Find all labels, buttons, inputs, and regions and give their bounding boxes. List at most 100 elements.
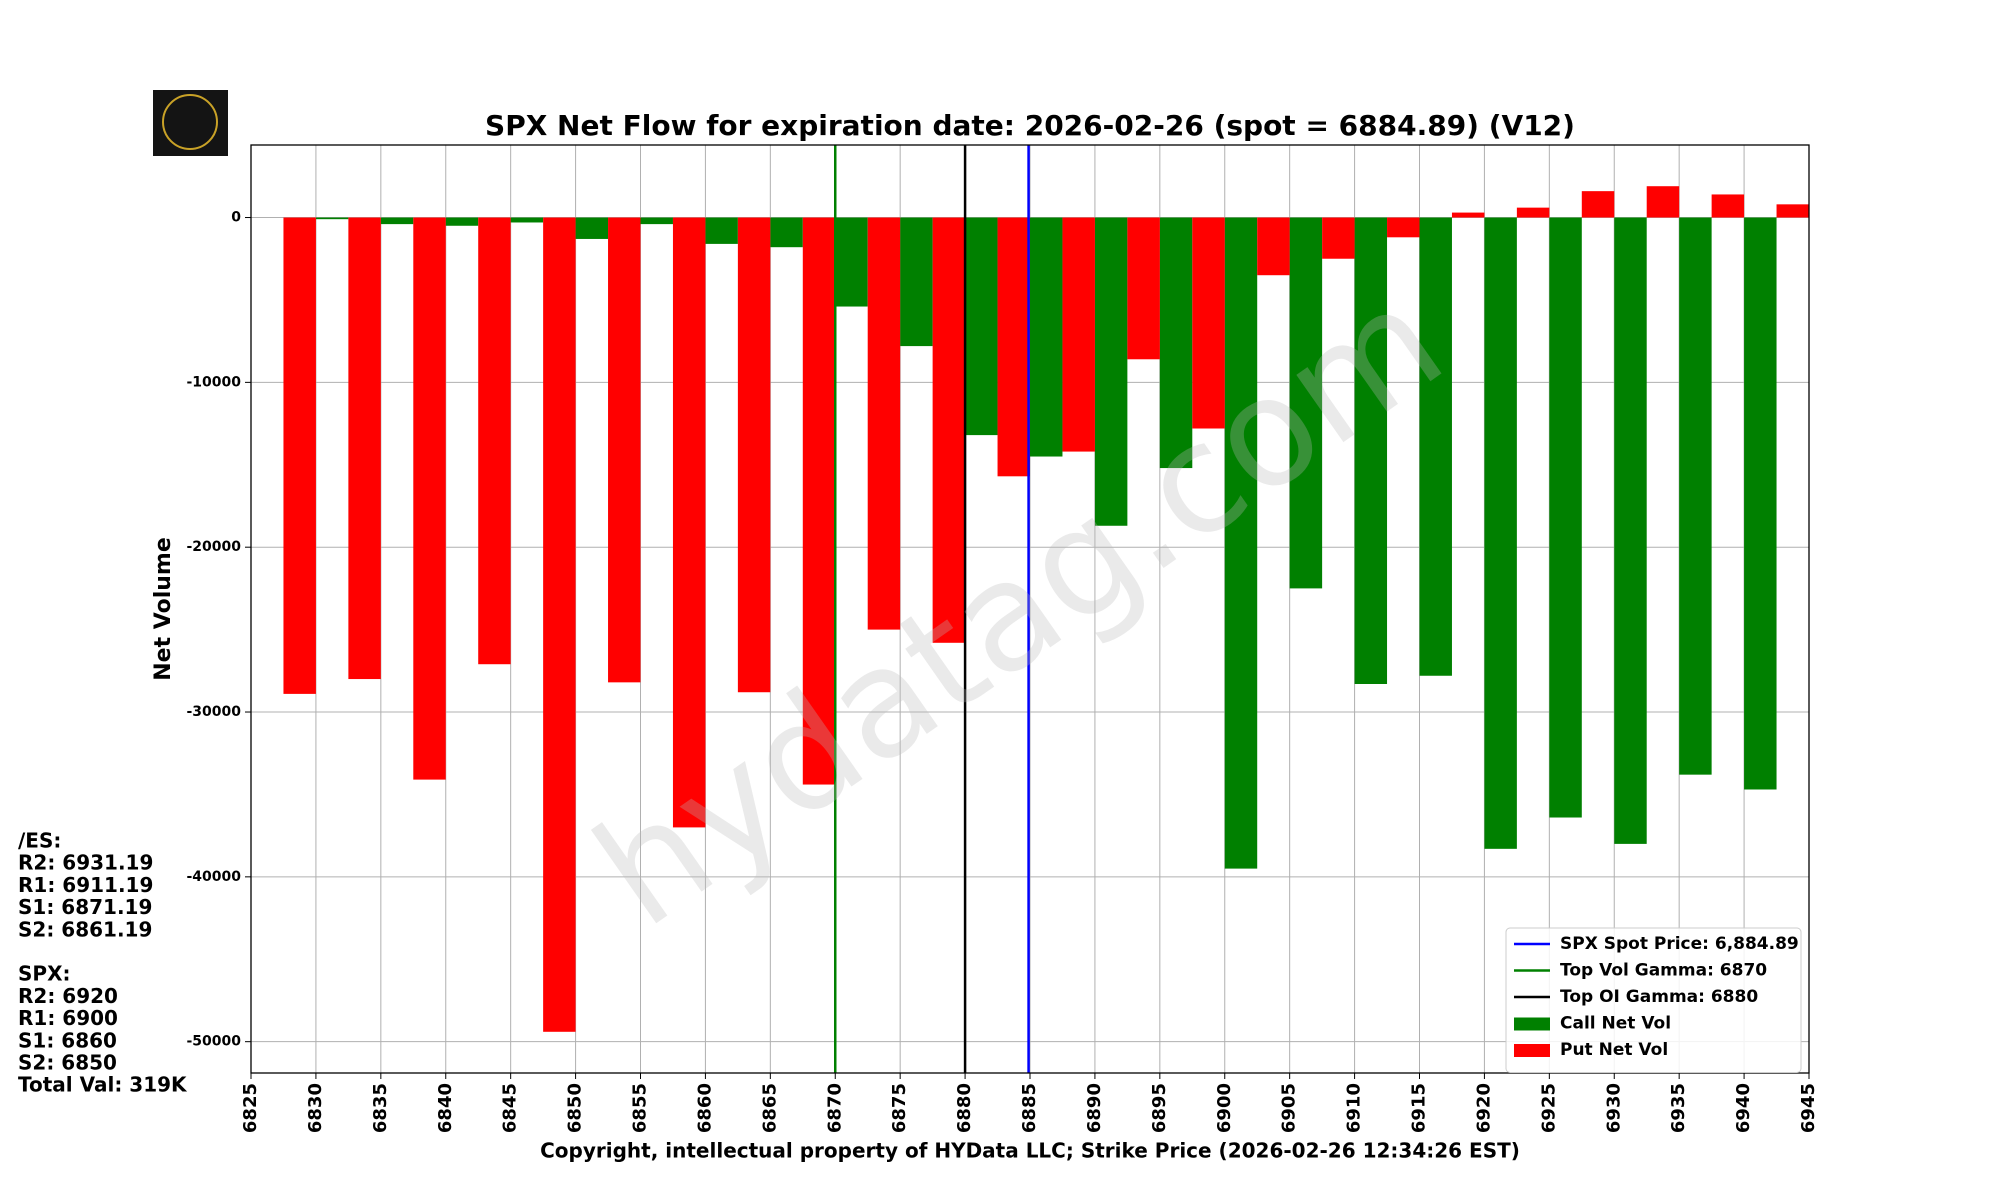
x-axis-label: Copyright, intellectual property of HYDa… <box>540 1139 1520 1163</box>
logo-ring <box>162 94 218 150</box>
bar <box>1030 217 1063 457</box>
bar <box>283 217 316 694</box>
x-tick-label: 6825 <box>240 1083 261 1133</box>
bar <box>802 217 836 785</box>
side-note: S2: 6850 <box>18 1051 117 1075</box>
bar <box>575 217 609 239</box>
legend-swatch <box>1514 1017 1550 1031</box>
bar <box>672 217 706 828</box>
chart-title: SPX Net Flow for expiration date: 2026-0… <box>485 109 1575 142</box>
x-tick-label: 6900 <box>1214 1083 1235 1133</box>
x-tick-label: 6835 <box>370 1083 391 1133</box>
bar <box>867 217 901 630</box>
x-tick-label: 6930 <box>1603 1083 1624 1133</box>
legend-box <box>1505 927 1802 1073</box>
x-tick-label: 6870 <box>824 1083 845 1133</box>
bar <box>1614 217 1647 844</box>
bar <box>1257 217 1290 276</box>
bar <box>1646 186 1680 218</box>
bar <box>1387 217 1420 238</box>
bar <box>1062 217 1095 452</box>
bar <box>478 217 511 665</box>
bar <box>1354 217 1388 684</box>
bar <box>770 217 803 248</box>
bar <box>1744 217 1777 790</box>
x-tick-label: 6920 <box>1473 1083 1494 1133</box>
x-tick-label: 6855 <box>630 1083 651 1133</box>
y-axis-label: Net Volume <box>151 537 176 681</box>
y-tick-label: -20000 <box>186 539 241 555</box>
y-tick-label: 0 <box>231 210 241 226</box>
logo <box>153 90 228 156</box>
bar <box>1094 217 1128 526</box>
bar <box>1484 217 1517 849</box>
bar <box>543 217 576 1032</box>
logo-box <box>153 90 228 156</box>
legend-label: Top OI Gamma: 6880 <box>1560 987 1758 1007</box>
x-tick-label: 6895 <box>1149 1083 1170 1133</box>
side-note: R2: 6931.19 <box>18 851 153 875</box>
x-tick-label: 6915 <box>1409 1083 1430 1133</box>
bar <box>1192 217 1225 429</box>
bar <box>1159 217 1193 469</box>
bar <box>1679 217 1712 775</box>
side-note: R1: 6900 <box>18 1006 118 1030</box>
legend-label: Top Vol Gamma: 6870 <box>1560 961 1767 981</box>
y-tick-label: -10000 <box>186 374 241 390</box>
side-note: R2: 6920 <box>18 984 118 1008</box>
x-tick-label: 6935 <box>1668 1083 1689 1133</box>
bar <box>1581 191 1615 218</box>
bar <box>608 217 641 683</box>
side-note: S1: 6860 <box>18 1028 117 1052</box>
legend-label: Call Net Vol <box>1560 1014 1671 1034</box>
bar <box>1711 194 1745 218</box>
bars <box>283 186 1809 1032</box>
legend-label: Put Net Vol <box>1560 1040 1668 1060</box>
legend: SPX Spot Price: 6,884.89 Top Vol Gamma: 6… <box>1505 927 1802 1073</box>
bar <box>380 217 414 225</box>
bar <box>640 217 673 225</box>
x-tick-label: 6880 <box>954 1083 975 1133</box>
bar <box>1224 217 1258 869</box>
side-note: S1: 6871.19 <box>18 895 152 919</box>
bar <box>932 217 966 643</box>
bar <box>1419 217 1452 676</box>
x-tick-label: 6850 <box>565 1083 586 1133</box>
x-tick-label: 6830 <box>305 1083 326 1133</box>
side-note: Total Val: 319K <box>18 1073 188 1097</box>
x-tick-label: 6845 <box>500 1083 521 1133</box>
y-tick-label: -40000 <box>186 869 241 885</box>
bar <box>737 217 771 693</box>
x-tick-label: 6875 <box>889 1083 910 1133</box>
side-note: /ES: <box>18 829 61 853</box>
x-tick-label: 6925 <box>1538 1083 1559 1133</box>
legend-label: SPX Spot Price: 6,884.89 <box>1560 934 1799 954</box>
x-tick-label: 6840 <box>435 1083 456 1133</box>
y-tick-label: -30000 <box>186 704 241 720</box>
bar <box>510 217 544 223</box>
y-tick-label: -50000 <box>186 1034 241 1050</box>
x-tick-label: 6865 <box>759 1083 780 1133</box>
bar <box>835 217 868 307</box>
bar <box>445 217 479 226</box>
x-tick-label: 6890 <box>1084 1083 1105 1133</box>
side-note: SPX: <box>18 962 70 986</box>
x-tick-label: 6860 <box>694 1083 715 1133</box>
bar <box>705 217 738 244</box>
vertical-lines <box>834 145 1030 1073</box>
bar <box>900 217 933 347</box>
bar <box>315 217 349 220</box>
bar <box>348 217 381 680</box>
bar <box>1322 217 1355 259</box>
x-tick-label: 6940 <box>1733 1083 1754 1133</box>
ticks: -50000 -40000 -30000 -20000 -10000 0 6825 6830 6… <box>186 210 1819 1134</box>
x-tick-label: 6945 <box>1798 1083 1819 1133</box>
legend-swatch <box>1514 1044 1550 1057</box>
x-tick-label: 6885 <box>1019 1083 1040 1133</box>
bar <box>1549 217 1582 818</box>
bar <box>1451 212 1485 218</box>
bar <box>1776 204 1809 218</box>
